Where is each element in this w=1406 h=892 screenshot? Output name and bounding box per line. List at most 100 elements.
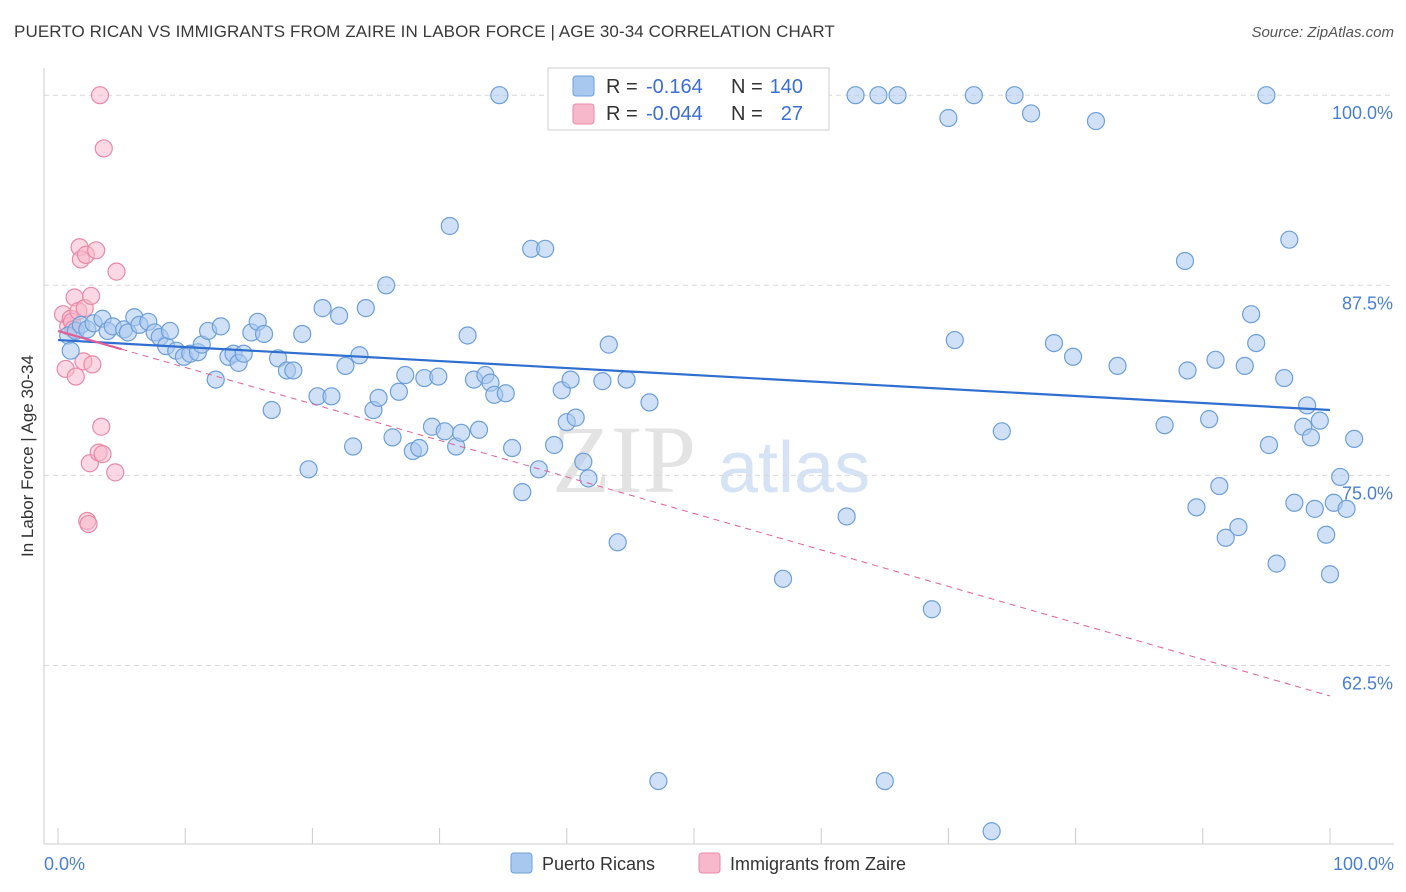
- chart-source: Source: ZipAtlas.com: [1251, 24, 1394, 41]
- zaire-point-21: [90, 86, 110, 105]
- puerto-rican-point-29: [234, 344, 253, 363]
- axes: [43, 68, 1394, 845]
- y-tick-label-1: 87.5%: [1342, 293, 1393, 313]
- puerto-rican-point-48: [369, 388, 388, 407]
- y-tick-label-2: 75.0%: [1342, 483, 1393, 503]
- zaire-trend-line-solid: [57, 329, 122, 351]
- puerto-rican-point-124: [1275, 368, 1294, 388]
- puerto-rican-point-93: [846, 86, 865, 105]
- puerto-rican-point-107: [1086, 111, 1106, 131]
- watermark-atlas: atlas: [718, 428, 870, 508]
- puerto-rican-point-126: [1285, 493, 1304, 512]
- puerto-rican-point-62: [458, 326, 477, 345]
- chart-title: PUERTO RICAN VS IMMIGRANTS FROM ZAIRE IN…: [14, 22, 835, 41]
- puerto-rican-point-49: [377, 276, 396, 295]
- puerto-rican-point-104: [1021, 104, 1041, 123]
- puerto-rican-point-101: [982, 822, 1001, 841]
- puerto-rican-points: [59, 86, 1364, 841]
- puerto-rican-trend-line: [57, 338, 1331, 412]
- x-tick-label-left: 0.0%: [44, 854, 85, 874]
- zaire-point-15: [79, 514, 98, 534]
- x-ticks: [57, 828, 1331, 844]
- puerto-rican-point-87: [649, 771, 668, 791]
- puerto-rican-point-116: [1216, 528, 1235, 547]
- puerto-rican-point-83: [599, 335, 618, 354]
- puerto-rican-point-32: [254, 324, 274, 344]
- legend-n-label-1: N =: [731, 76, 763, 98]
- puerto-rican-point-61: [452, 423, 471, 442]
- puerto-rican-point-111: [1178, 361, 1197, 380]
- puerto-rican-point-97: [922, 600, 941, 619]
- puerto-rican-point-46: [356, 299, 375, 318]
- legend-swatch-blue: [572, 75, 595, 97]
- puerto-rican-point-108: [1108, 356, 1127, 376]
- zaire-point-22: [92, 417, 111, 436]
- zaire-point-17: [81, 286, 101, 306]
- legend-r-label-2: R =: [606, 103, 638, 125]
- puerto-rican-point-34: [268, 349, 288, 368]
- puerto-rican-point-117: [1229, 518, 1248, 537]
- puerto-rican-point-98: [939, 108, 958, 128]
- puerto-rican-point-51: [389, 382, 408, 401]
- puerto-rican-point-84: [608, 533, 627, 552]
- puerto-rican-point-24: [206, 370, 225, 389]
- puerto-rican-point-129: [1301, 428, 1321, 447]
- y-tick-label-0: 100.0%: [1332, 103, 1393, 123]
- puerto-rican-point-85: [617, 370, 636, 389]
- puerto-rican-point-106: [1063, 347, 1083, 366]
- puerto-rican-point-90: [773, 569, 793, 588]
- legend-n-value-1: 140: [770, 76, 803, 98]
- y-tick-labels: 100.0% 87.5% 75.0% 62.5%: [1332, 103, 1393, 693]
- puerto-rican-point-132: [1317, 525, 1336, 544]
- puerto-rican-point-52: [396, 365, 415, 385]
- puerto-rican-point-102: [992, 422, 1011, 441]
- puerto-rican-point-128: [1298, 396, 1317, 415]
- puerto-rican-point-79: [566, 408, 585, 427]
- puerto-rican-point-110: [1175, 251, 1195, 271]
- puerto-rican-point-54: [410, 438, 429, 458]
- series-legend-swatch-pink: [698, 852, 721, 874]
- puerto-rican-point-58: [435, 422, 454, 441]
- zaire-point-18: [83, 355, 102, 374]
- puerto-rican-point-105: [1044, 333, 1064, 353]
- grid-lines: [44, 94, 1394, 667]
- puerto-rican-point-40: [313, 299, 332, 318]
- puerto-rican-point-41: [322, 387, 341, 406]
- zaire-point-19: [87, 241, 106, 260]
- puerto-rican-point-135: [1331, 467, 1350, 487]
- puerto-rican-point-86: [640, 393, 659, 412]
- zaire-point-24: [94, 139, 113, 158]
- puerto-rican-point-64: [469, 420, 489, 439]
- puerto-rican-point-136: [1337, 499, 1356, 518]
- puerto-rican-point-133: [1320, 565, 1340, 584]
- puerto-rican-point-131: [1310, 411, 1329, 430]
- puerto-rican-point-36: [284, 361, 303, 380]
- puerto-rican-point-99: [945, 330, 964, 350]
- puerto-rican-point-59: [440, 216, 459, 236]
- y-axis-title: In Labor Force | Age 30-34: [18, 355, 37, 557]
- puerto-rican-point-120: [1247, 333, 1266, 353]
- zaire-trend-line-dashed: [57, 330, 1331, 697]
- puerto-rican-point-95: [875, 771, 894, 791]
- puerto-rican-point-44: [344, 437, 363, 456]
- puerto-rican-point-122: [1259, 435, 1279, 455]
- zaire-point-7: [66, 367, 85, 386]
- puerto-rican-point-25: [211, 317, 230, 336]
- zaire-point-23: [93, 445, 112, 464]
- puerto-rican-point-96: [888, 86, 907, 105]
- puerto-rican-point-92: [837, 507, 856, 526]
- puerto-rican-point-103: [1005, 86, 1024, 105]
- puerto-rican-point-114: [1206, 350, 1225, 369]
- watermark: ZIP atlas: [552, 406, 870, 513]
- legend-swatch-pink: [572, 103, 595, 125]
- puerto-rican-point-69: [496, 384, 515, 403]
- legend-box: [547, 67, 830, 131]
- y-tick-label-3: 62.5%: [1342, 674, 1393, 694]
- puerto-rican-point-68: [490, 86, 509, 105]
- puerto-rican-point-118: [1235, 356, 1254, 376]
- puerto-rican-point-130: [1305, 499, 1324, 518]
- puerto-rican-point-94: [869, 86, 888, 105]
- legend-r-value-2: -0.044: [646, 103, 703, 125]
- puerto-rican-point-81: [579, 469, 598, 488]
